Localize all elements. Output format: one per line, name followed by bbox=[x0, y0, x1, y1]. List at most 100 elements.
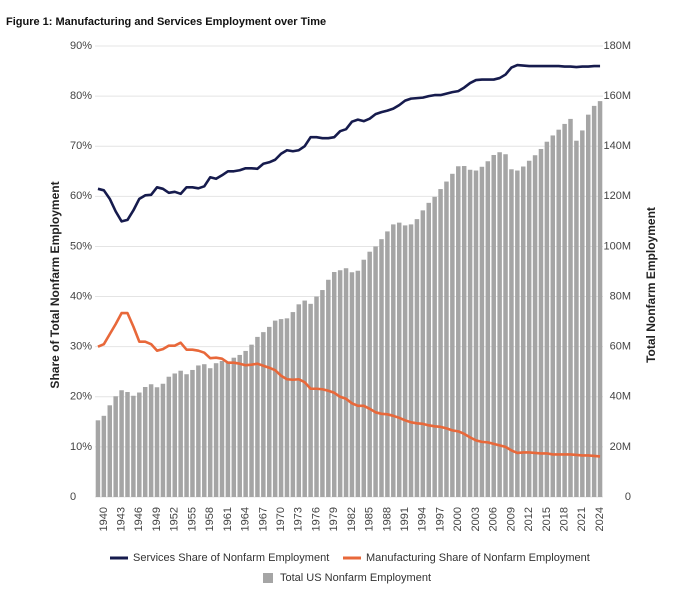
bar bbox=[178, 370, 183, 497]
x-tick-label: 1979 bbox=[328, 507, 340, 531]
bar bbox=[190, 369, 195, 497]
x-tick-label: 1940 bbox=[98, 507, 110, 531]
bar bbox=[107, 405, 113, 497]
bar bbox=[591, 105, 597, 497]
y2-tick-label: 0 bbox=[625, 491, 631, 503]
bar bbox=[343, 268, 349, 497]
x-tick-label: 2003 bbox=[470, 507, 482, 531]
bar bbox=[432, 196, 437, 497]
bar bbox=[532, 155, 538, 497]
bar bbox=[556, 129, 561, 498]
x-tick-label: 1997 bbox=[434, 507, 446, 531]
bar bbox=[444, 181, 449, 498]
bar bbox=[320, 290, 325, 497]
bar bbox=[172, 373, 177, 497]
bar bbox=[267, 326, 272, 497]
bar bbox=[396, 222, 402, 497]
x-tick-label: 1958 bbox=[204, 507, 216, 531]
y2-tick-label: 20M bbox=[610, 441, 631, 453]
bar bbox=[255, 336, 260, 497]
bar bbox=[202, 364, 207, 497]
bar bbox=[538, 148, 544, 497]
bar bbox=[485, 161, 491, 497]
x-tick-label: 2018 bbox=[559, 507, 571, 531]
y2-tick-label: 40M bbox=[610, 391, 631, 403]
y2-tick-label: 60M bbox=[610, 341, 631, 353]
y-tick-label: 0 bbox=[70, 491, 76, 503]
y-tick-label: 30% bbox=[70, 341, 92, 353]
x-tick-label: 1985 bbox=[364, 507, 376, 531]
bar bbox=[207, 368, 213, 497]
bar bbox=[361, 259, 367, 497]
bar bbox=[367, 251, 372, 497]
x-tick-label: 1976 bbox=[310, 507, 322, 531]
x-tick-label: 1973 bbox=[293, 507, 305, 531]
chart-title: Figure 1: Manufacturing and Services Emp… bbox=[6, 16, 326, 28]
bar bbox=[544, 141, 550, 497]
x-tick-label: 2006 bbox=[488, 507, 500, 531]
bar bbox=[521, 166, 526, 498]
bar bbox=[154, 387, 160, 497]
y-tick-label: 10% bbox=[70, 441, 92, 453]
bar bbox=[148, 384, 154, 497]
bar bbox=[225, 361, 231, 497]
bar bbox=[585, 114, 591, 497]
bar bbox=[467, 169, 473, 497]
bar bbox=[142, 387, 148, 497]
bar bbox=[314, 296, 319, 497]
y-tick-label: 80% bbox=[70, 90, 92, 102]
bar bbox=[426, 202, 431, 497]
bar bbox=[296, 304, 302, 497]
x-tick-label: 1955 bbox=[186, 507, 198, 531]
bar bbox=[331, 272, 337, 497]
x-tick-label: 2024 bbox=[594, 507, 606, 531]
legend-label: Services Share of Nonfarm Employment bbox=[133, 552, 329, 564]
bar bbox=[349, 272, 355, 497]
bar bbox=[166, 376, 172, 497]
y-axis-title: Share of Total Nonfarm Employment bbox=[48, 181, 62, 388]
bar bbox=[137, 392, 142, 497]
bar bbox=[402, 225, 408, 498]
bar bbox=[574, 140, 579, 497]
y2-axis-title: Total Nonfarm Employment bbox=[644, 207, 658, 363]
bar bbox=[379, 239, 384, 497]
bar bbox=[355, 270, 361, 497]
bar bbox=[438, 189, 443, 498]
bar bbox=[373, 246, 378, 497]
bar bbox=[337, 270, 343, 497]
y-tick-label: 70% bbox=[70, 140, 92, 152]
y-tick-label: 40% bbox=[70, 290, 92, 302]
x-tick-label: 1952 bbox=[169, 507, 181, 531]
line bbox=[97, 63, 601, 223]
bar bbox=[261, 332, 266, 497]
bar bbox=[290, 312, 296, 497]
bar bbox=[420, 210, 426, 497]
bar bbox=[95, 420, 101, 497]
bar bbox=[249, 344, 254, 497]
y-tick-label: 60% bbox=[70, 190, 92, 202]
x-tick-label: 1994 bbox=[417, 507, 429, 531]
bar bbox=[550, 135, 556, 497]
y2-tick-label: 80M bbox=[610, 290, 631, 302]
legend-swatch bbox=[263, 573, 273, 583]
bar bbox=[284, 318, 290, 497]
x-tick-label: 2000 bbox=[452, 507, 464, 531]
x-tick-label: 2009 bbox=[505, 507, 517, 531]
x-tick-label: 1982 bbox=[346, 507, 358, 531]
bar bbox=[213, 363, 219, 497]
bar bbox=[526, 160, 532, 497]
bar bbox=[408, 224, 414, 497]
x-tick-label: 1946 bbox=[133, 507, 145, 531]
bar bbox=[456, 166, 461, 497]
x-tick-label: 1964 bbox=[240, 507, 252, 531]
bar bbox=[278, 319, 284, 497]
legend-label: Total US Nonfarm Employment bbox=[280, 572, 431, 584]
bar bbox=[414, 219, 420, 497]
x-tick-label: 1967 bbox=[257, 507, 269, 531]
bar bbox=[509, 169, 514, 498]
bar bbox=[119, 390, 124, 497]
bar bbox=[597, 101, 603, 497]
bar bbox=[568, 118, 573, 497]
y2-tick-label: 180M bbox=[603, 40, 631, 52]
